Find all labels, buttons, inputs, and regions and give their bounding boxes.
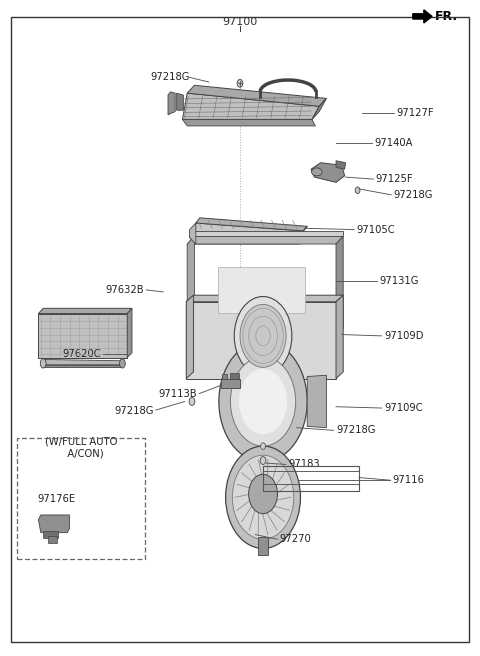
Polygon shape	[38, 515, 70, 533]
Bar	[48, 536, 57, 543]
Circle shape	[256, 488, 270, 506]
Text: 97176E: 97176E	[37, 493, 76, 504]
Polygon shape	[43, 359, 124, 365]
Polygon shape	[253, 340, 273, 357]
Circle shape	[261, 443, 265, 449]
Bar	[43, 531, 58, 538]
Circle shape	[260, 457, 266, 464]
Polygon shape	[312, 98, 326, 119]
Bar	[258, 537, 268, 555]
Text: (W/FULL AUTO
   A/CON): (W/FULL AUTO A/CON)	[45, 437, 117, 458]
Polygon shape	[336, 236, 343, 336]
Polygon shape	[222, 374, 227, 379]
Text: 97632B: 97632B	[106, 285, 144, 295]
Polygon shape	[38, 314, 127, 358]
Polygon shape	[43, 365, 122, 367]
Text: 97218G: 97218G	[336, 425, 375, 436]
Polygon shape	[187, 85, 326, 106]
Text: 97218G: 97218G	[150, 72, 190, 83]
Bar	[218, 267, 305, 313]
Polygon shape	[190, 223, 196, 244]
Circle shape	[239, 369, 287, 434]
Text: 97116: 97116	[393, 475, 424, 485]
Ellipse shape	[120, 359, 125, 368]
Polygon shape	[187, 236, 194, 336]
Polygon shape	[194, 231, 343, 236]
Polygon shape	[127, 308, 132, 358]
Polygon shape	[182, 93, 319, 119]
Polygon shape	[311, 163, 345, 182]
Text: 97270: 97270	[280, 534, 312, 544]
Polygon shape	[38, 308, 132, 314]
Polygon shape	[186, 302, 336, 379]
Circle shape	[226, 446, 300, 548]
Polygon shape	[413, 10, 432, 23]
Circle shape	[355, 187, 360, 194]
Circle shape	[230, 357, 296, 446]
Text: 97125F: 97125F	[375, 174, 413, 184]
Polygon shape	[298, 226, 307, 237]
Polygon shape	[190, 237, 300, 244]
Polygon shape	[230, 373, 239, 379]
Polygon shape	[186, 295, 193, 379]
Polygon shape	[190, 223, 303, 237]
Polygon shape	[187, 236, 343, 244]
Circle shape	[232, 455, 294, 539]
Ellipse shape	[40, 359, 46, 368]
Polygon shape	[187, 328, 343, 336]
Ellipse shape	[312, 168, 322, 176]
Text: 97109C: 97109C	[384, 403, 422, 413]
Text: 97127F: 97127F	[396, 108, 433, 118]
Polygon shape	[182, 119, 315, 126]
Text: 97131G: 97131G	[379, 276, 419, 286]
Text: 97620C: 97620C	[62, 349, 101, 359]
Text: 97113B: 97113B	[158, 388, 197, 399]
Polygon shape	[221, 379, 240, 388]
Bar	[263, 466, 359, 491]
Circle shape	[219, 341, 307, 462]
Polygon shape	[336, 295, 343, 379]
Text: FR.: FR.	[434, 10, 457, 23]
Polygon shape	[307, 375, 326, 428]
Text: 97109D: 97109D	[384, 331, 423, 341]
Bar	[17, 438, 145, 559]
Polygon shape	[168, 92, 175, 115]
Circle shape	[240, 304, 286, 367]
Circle shape	[249, 474, 277, 514]
Text: 97105C: 97105C	[356, 224, 395, 235]
Circle shape	[189, 398, 195, 405]
Circle shape	[234, 297, 292, 375]
Text: 97218G: 97218G	[114, 406, 154, 417]
Polygon shape	[196, 218, 307, 231]
Polygon shape	[186, 295, 343, 302]
Text: 97140A: 97140A	[374, 138, 413, 148]
Circle shape	[237, 79, 243, 87]
Text: 97218G: 97218G	[394, 190, 433, 200]
Polygon shape	[336, 161, 346, 169]
Text: 97183: 97183	[288, 459, 320, 470]
Polygon shape	[177, 93, 183, 110]
Text: 97100: 97100	[222, 17, 258, 28]
